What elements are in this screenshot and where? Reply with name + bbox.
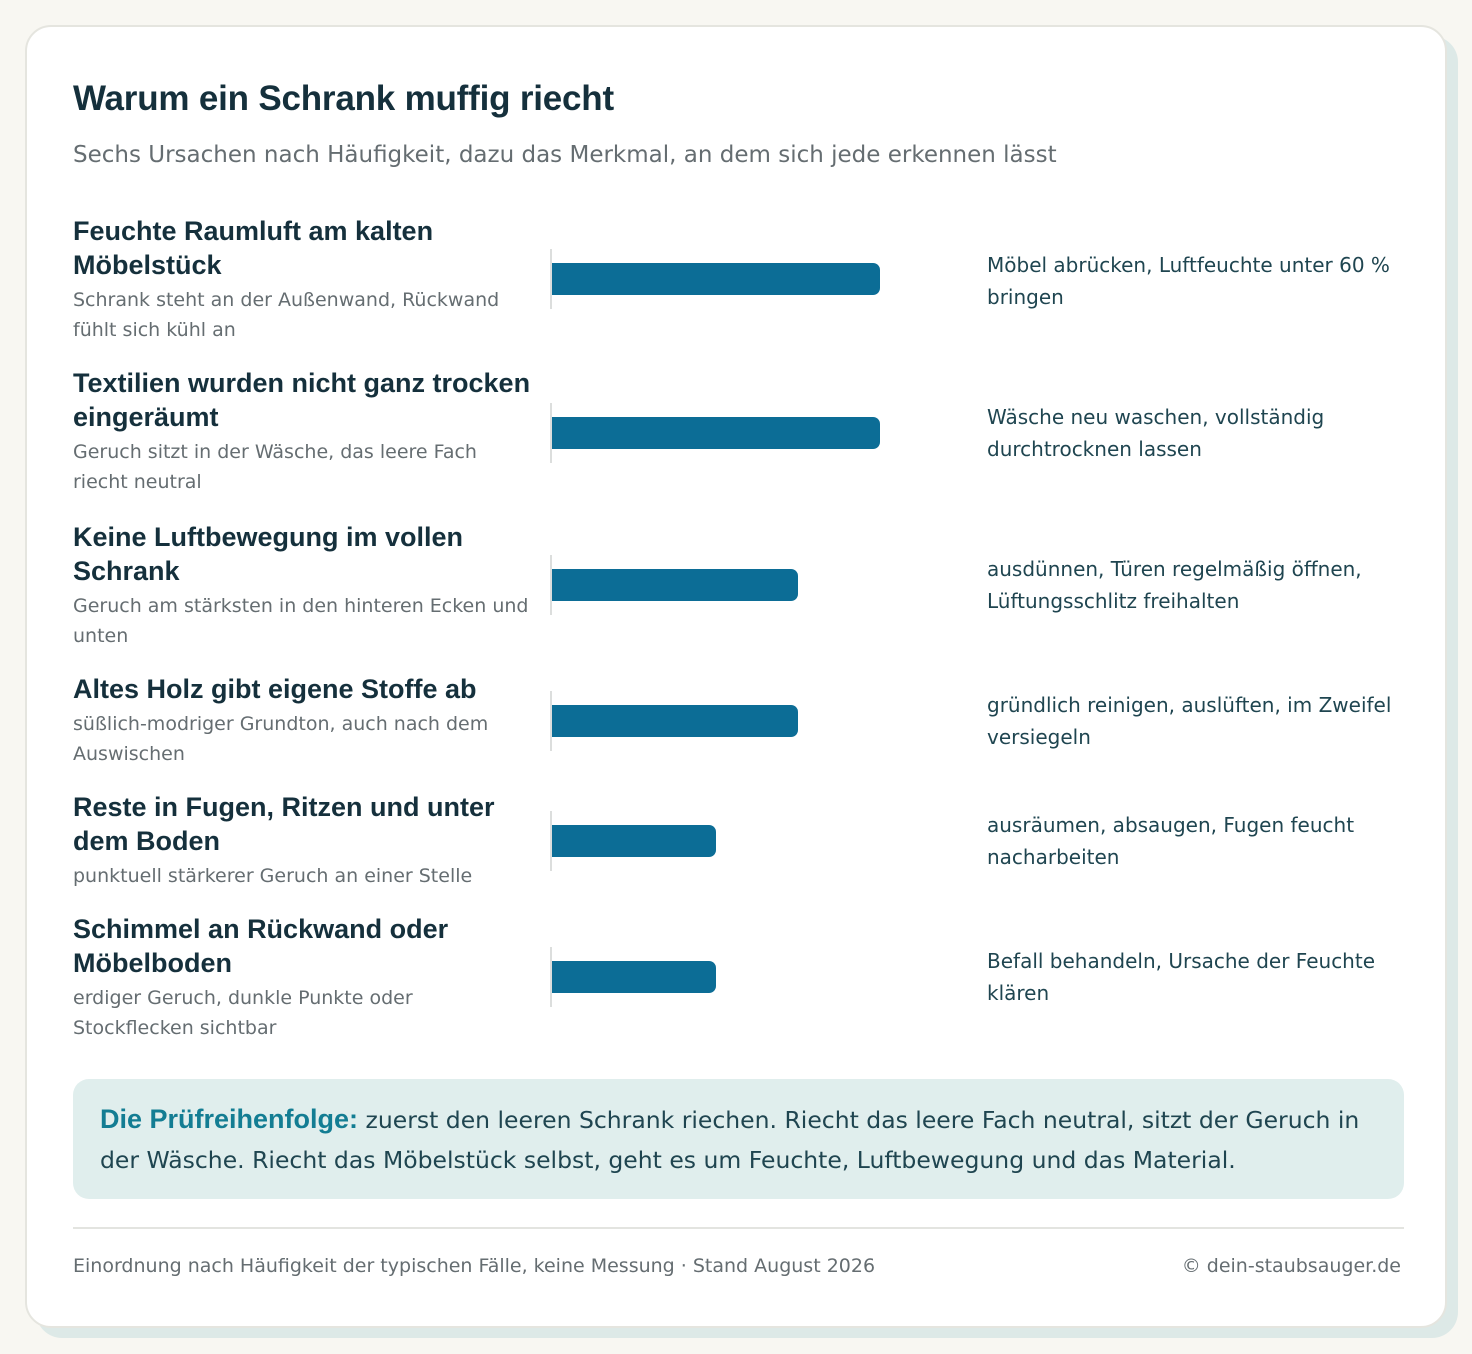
- test-order-note: Die Prüfreihenfolge: zuerst den leeren S…: [73, 1079, 1404, 1199]
- note-text: zuerst den leeren Schrank riechen. Riech…: [100, 1106, 1360, 1174]
- cause-label: Reste in Fugen, Ritzen und unter dem Bod…: [73, 792, 495, 856]
- chart-subtitle: Sechs Ursachen nach Häufigkeit, dazu das…: [73, 142, 1057, 168]
- cause-sign: Geruch am stärksten in den hinteren Ecke…: [73, 595, 529, 647]
- copyright: © dein-staubsauger.de: [1181, 1255, 1401, 1277]
- frequency-bar: [552, 569, 798, 601]
- cause-action: gründlich reinigen, auslüften, im Zweife…: [987, 693, 1392, 749]
- bar-axis: [550, 947, 552, 1007]
- cause-sign: erdiger Geruch, dunkle Punkte oder Stock…: [73, 987, 413, 1039]
- cause-action: ausdünnen, Türen regelmäßig öffnen, Lüft…: [987, 557, 1362, 613]
- cause-sign: Geruch sitzt in der Wäsche, das leere Fa…: [73, 441, 477, 493]
- frequency-bar: [552, 417, 880, 449]
- source-note: Einordnung nach Häufigkeit der typischen…: [73, 1255, 876, 1277]
- chart-title: Warum ein Schrank muffig riecht: [73, 79, 614, 118]
- infographic-card: Warum ein Schrank muffig riecht Sechs Ur…: [25, 25, 1447, 1328]
- cause-action: Wäsche neu waschen, vollständig durchtro…: [987, 405, 1325, 461]
- cause-label: Textilien wurden nicht ganz trocken eing…: [73, 368, 531, 432]
- cause-label: Feuchte Raumluft am kalten Möbelstück: [73, 216, 434, 280]
- frequency-bar: [552, 705, 798, 737]
- cause-action: Befall behandeln, Ursache der Feuchte kl…: [987, 949, 1376, 1005]
- cause-action: Möbel abrücken, Luftfeuchte unter 60 % b…: [987, 253, 1390, 309]
- cause-sign: punktuell stärkerer Geruch an einer Stel…: [73, 865, 473, 887]
- bar-axis: [550, 249, 552, 309]
- note-label: Die Prüfreihenfolge:: [100, 1104, 359, 1134]
- cause-sign: Schrank steht an der Außenwand, Rückwand…: [73, 289, 500, 341]
- cause-label: Keine Luftbewegung im vollen Schrank: [73, 522, 464, 586]
- bar-axis: [550, 811, 552, 871]
- frequency-bar: [552, 825, 716, 857]
- frequency-bar: [552, 961, 716, 993]
- cause-sign: süßlich-modriger Grundton, auch nach dem…: [73, 713, 489, 765]
- cause-action: ausräumen, absaugen, Fugen feucht nachar…: [987, 813, 1355, 869]
- cause-label: Schimmel an Rückwand oder Möbelboden: [73, 914, 449, 978]
- bar-axis: [550, 691, 552, 751]
- bar-axis: [550, 555, 552, 615]
- footer-divider: [73, 1227, 1404, 1229]
- bar-axis: [550, 403, 552, 463]
- cause-label: Altes Holz gibt eigene Stoffe ab: [73, 674, 477, 704]
- frequency-bar: [552, 263, 880, 295]
